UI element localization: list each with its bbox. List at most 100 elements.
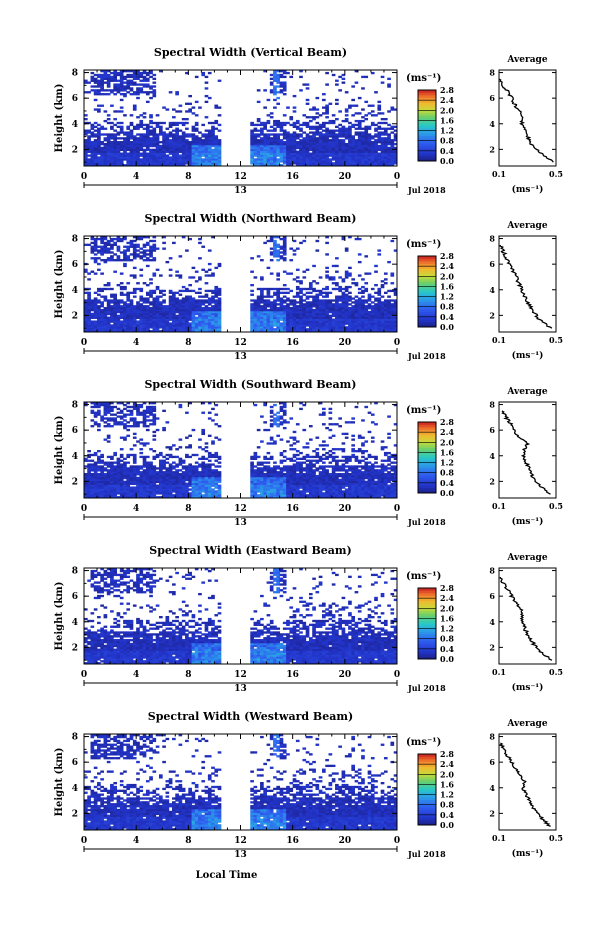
heatmap-cell [312, 148, 316, 152]
heatmap-cell [370, 150, 375, 153]
heatmap-cell [93, 486, 98, 489]
heatmap-cell [214, 312, 219, 316]
heatmap-cell [97, 293, 101, 296]
heatmap-cell [348, 330, 352, 333]
heatmap-cell [305, 150, 310, 153]
heatmap-cell [273, 301, 277, 304]
heatmap-cell [217, 142, 222, 146]
heatmap-cell [357, 150, 362, 153]
heatmap-cell [354, 328, 359, 331]
heatmap-cell [348, 121, 352, 125]
heatmap-cell [87, 312, 91, 316]
heatmap-cell [204, 328, 209, 331]
heatmap-cell [97, 482, 101, 485]
heatmap-cell [357, 287, 362, 291]
heatmap-cell [207, 320, 212, 323]
heatmap-cell [158, 305, 163, 308]
heatmap-cell [380, 142, 385, 146]
heatmap-cell [295, 324, 300, 327]
heatmap-cell [331, 326, 336, 329]
heatmap-cell [201, 245, 206, 248]
heatmap-cell [273, 154, 277, 157]
heatmap-cell [113, 299, 117, 302]
heatmap-cell [87, 144, 91, 148]
heatmap-cell [110, 125, 114, 128]
heatmap-cell [269, 89, 274, 92]
heatmap-cell [149, 96, 153, 100]
heatmap-cell [211, 156, 215, 159]
heatmap-cell [123, 469, 127, 472]
heatmap-cell [90, 494, 95, 497]
heatmap-cell [305, 328, 310, 331]
heatmap-cell [103, 146, 108, 150]
heatmap-cell [84, 160, 88, 163]
heatmap-cell [207, 96, 212, 100]
heatmap-cell [354, 310, 359, 314]
heatmap-cell [123, 301, 127, 304]
heatmap-cell [260, 328, 264, 331]
heatmap-cell [119, 473, 124, 476]
heatmap-cell [315, 318, 320, 321]
heatmap-cell [207, 142, 212, 146]
heatmap-cell [129, 79, 134, 82]
heatmap-cell [377, 301, 382, 304]
heatmap-cell [185, 150, 189, 153]
heatmap-cell [344, 129, 349, 132]
heatmap-cell [211, 129, 215, 132]
colorbar-segment [418, 107, 436, 111]
heatmap-cell [97, 85, 101, 88]
heatmap-cell [341, 135, 346, 138]
heatmap-cell [119, 490, 124, 493]
heatmap-cell [100, 77, 104, 80]
heatmap-cell [158, 144, 163, 148]
heatmap-cell [253, 152, 258, 155]
heatmap-cell [370, 295, 375, 298]
heatmap-cell [269, 239, 274, 243]
heatmap-cell [136, 476, 140, 480]
heatmap-cell [152, 322, 157, 325]
heatmap-cell [331, 328, 336, 331]
heatmap-cell [106, 324, 111, 327]
heatmap-cell [136, 467, 140, 470]
heatmap-cell [155, 285, 160, 289]
heatmap-cell [181, 310, 186, 314]
heatmap-cell [207, 289, 212, 293]
heatmap-cell [357, 158, 362, 161]
heatmap-cell [383, 303, 388, 306]
heatmap-cell [198, 328, 202, 331]
heatmap-cell [93, 121, 98, 125]
heatmap-cell [335, 322, 339, 325]
heatmap-cell [282, 328, 287, 331]
heatmap-cell [322, 146, 326, 150]
heatmap-cell [142, 444, 147, 447]
heatmap-cell [357, 260, 362, 264]
heatmap-cell [139, 297, 144, 300]
heatmap-cell [152, 135, 157, 138]
heatmap-cell [90, 490, 95, 493]
heatmap-cell [97, 287, 101, 291]
heatmap-cell [113, 162, 117, 165]
heatmap-cell [263, 142, 267, 146]
heatmap-cell [149, 251, 153, 254]
x-tick-label: 0 [394, 172, 400, 182]
heatmap-cell [370, 135, 375, 138]
heatmap-cell [165, 133, 170, 136]
heatmap-cell [263, 316, 267, 319]
heatmap-cell [178, 164, 183, 167]
heatmap-cell [181, 162, 186, 165]
heatmap-cell [168, 156, 173, 159]
heatmap-cell [142, 421, 147, 424]
heatmap-cell [100, 314, 104, 318]
heatmap-cell [217, 106, 222, 109]
heatmap-cell [331, 141, 336, 144]
heatmap-cell [279, 318, 284, 321]
heatmap-cell [390, 318, 395, 321]
heatmap-cell [322, 320, 326, 323]
heatmap-cell [145, 411, 150, 414]
heatmap-cell [93, 144, 98, 148]
heatmap-cell [172, 314, 176, 318]
heatmap-cell [204, 274, 209, 277]
heatmap-cell [204, 310, 209, 314]
heatmap-cell [136, 320, 140, 323]
heatmap-cell [305, 146, 310, 150]
